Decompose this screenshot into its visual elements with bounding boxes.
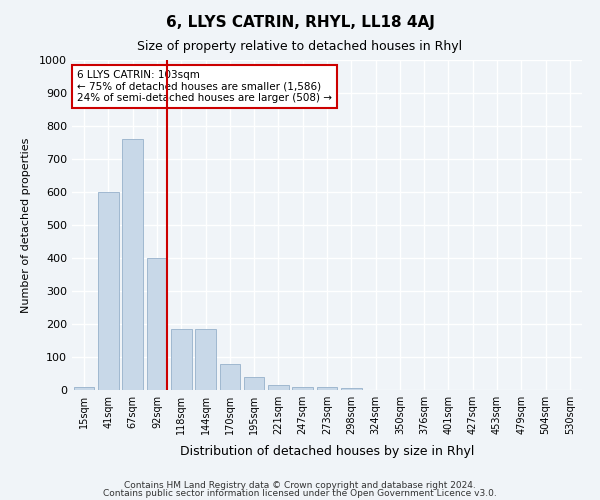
Bar bbox=[146, 258, 167, 390]
Text: Contains HM Land Registry data © Crown copyright and database right 2024.: Contains HM Land Registry data © Crown c… bbox=[124, 481, 476, 490]
Text: 6, LLYS CATRIN, RHYL, LL18 4AJ: 6, LLYS CATRIN, RHYL, LL18 4AJ bbox=[166, 15, 434, 30]
Text: Size of property relative to detached houses in Rhyl: Size of property relative to detached ho… bbox=[137, 40, 463, 53]
Text: 6 LLYS CATRIN: 103sqm
← 75% of detached houses are smaller (1,586)
24% of semi-d: 6 LLYS CATRIN: 103sqm ← 75% of detached … bbox=[77, 70, 332, 103]
Bar bbox=[341, 388, 362, 390]
Bar bbox=[122, 139, 143, 390]
Bar bbox=[171, 329, 191, 390]
Text: Contains public sector information licensed under the Open Government Licence v3: Contains public sector information licen… bbox=[103, 488, 497, 498]
Bar bbox=[220, 364, 240, 390]
Bar bbox=[244, 377, 265, 390]
Bar bbox=[195, 329, 216, 390]
Y-axis label: Number of detached properties: Number of detached properties bbox=[21, 138, 31, 312]
Bar bbox=[268, 385, 289, 390]
Bar bbox=[292, 386, 313, 390]
Bar bbox=[74, 386, 94, 390]
Bar bbox=[98, 192, 119, 390]
X-axis label: Distribution of detached houses by size in Rhyl: Distribution of detached houses by size … bbox=[180, 446, 474, 458]
Bar bbox=[317, 386, 337, 390]
